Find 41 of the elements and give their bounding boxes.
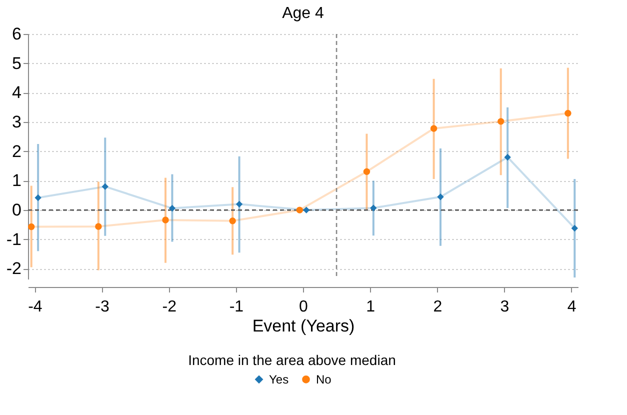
point xyxy=(303,206,310,214)
y-tick-label: 4 xyxy=(12,83,22,102)
point xyxy=(363,168,370,175)
y-tick-label: 5 xyxy=(12,54,22,73)
point xyxy=(34,194,42,202)
x-tick-label: 3 xyxy=(500,298,510,316)
x-tick-label: 0 xyxy=(299,298,308,316)
y-tick-label: 6 xyxy=(12,24,22,44)
point xyxy=(296,206,303,214)
point xyxy=(430,125,438,132)
x-axis-title: Event (Years) xyxy=(252,316,355,336)
point xyxy=(504,154,511,161)
point xyxy=(370,204,377,212)
chart-title: Age 4 xyxy=(282,5,324,22)
point xyxy=(236,200,243,208)
point xyxy=(28,223,35,230)
x-tick-label: 2 xyxy=(433,298,442,316)
point xyxy=(564,110,572,117)
point xyxy=(229,218,236,224)
x-tick-label: -1 xyxy=(229,298,244,316)
x-tick-label: -4 xyxy=(28,298,42,316)
point xyxy=(162,216,169,224)
point xyxy=(168,204,176,212)
point xyxy=(571,224,578,232)
point xyxy=(102,183,108,190)
legend-label: No xyxy=(316,372,332,386)
x-tick-label: -2 xyxy=(162,298,177,316)
x-tick-label: 4 xyxy=(567,298,576,316)
y-tick-label: 3 xyxy=(12,112,22,132)
y-tick-label: -2 xyxy=(6,259,22,278)
point xyxy=(498,118,504,125)
y-tick-label: 2 xyxy=(12,142,22,161)
y-tick-label: 0 xyxy=(12,200,22,220)
x-tick-label: -3 xyxy=(95,298,110,316)
y-tick-label: 1 xyxy=(12,171,22,190)
x-tick-label: 1 xyxy=(366,298,376,316)
legend-title: Income in the area above median xyxy=(188,352,396,368)
point xyxy=(437,193,444,200)
legend-label: Yes xyxy=(269,372,289,386)
point xyxy=(95,223,102,230)
y-tick-label: -1 xyxy=(6,230,22,249)
